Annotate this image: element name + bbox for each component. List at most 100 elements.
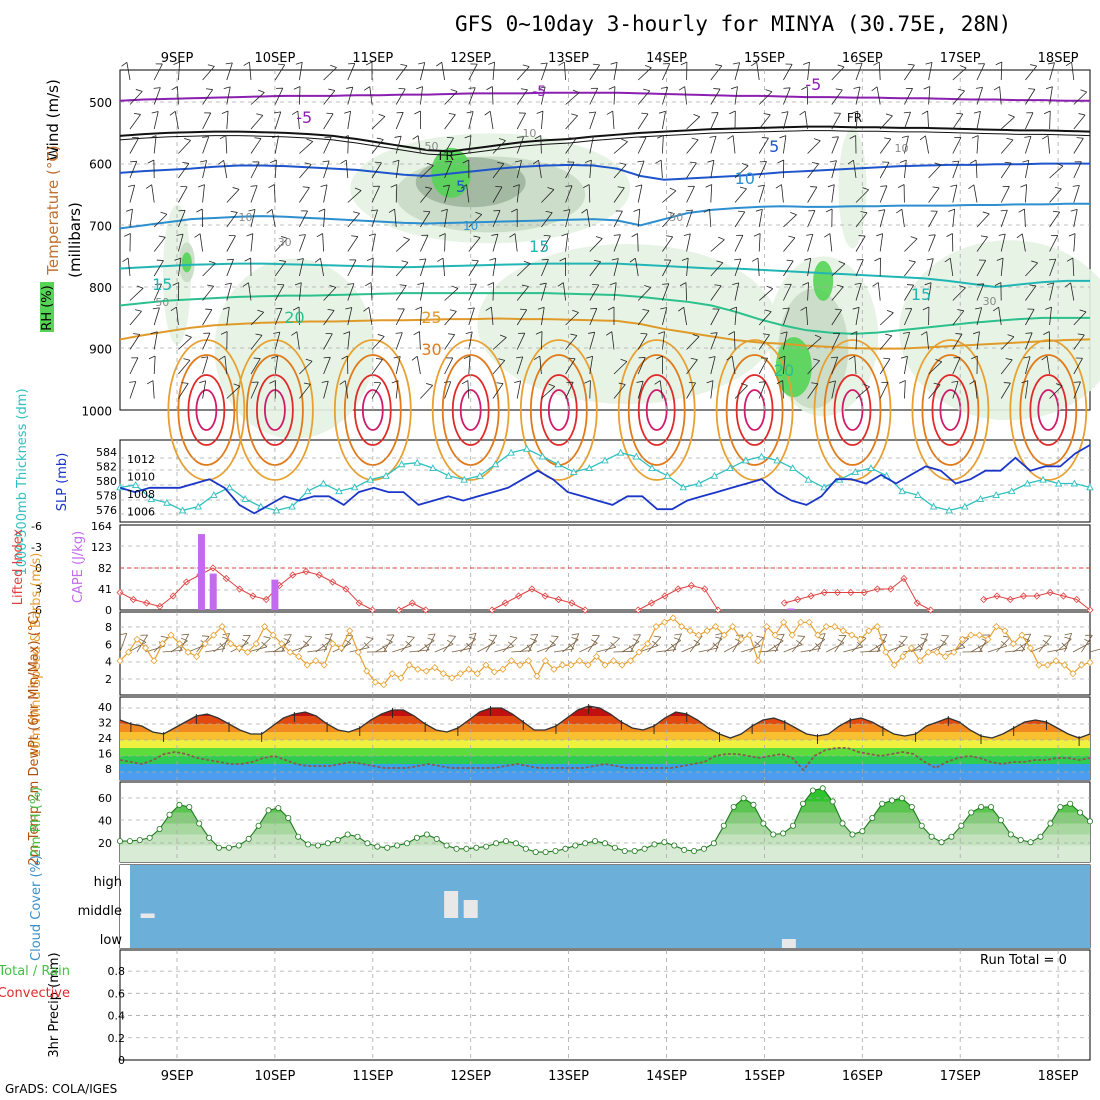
wind-barb bbox=[610, 61, 618, 81]
wind-barb-flag bbox=[255, 333, 263, 336]
date-tick-top: 17SEP bbox=[940, 51, 981, 66]
rh-point bbox=[869, 815, 876, 822]
wind-speed-point bbox=[158, 640, 167, 648]
wind-barb bbox=[225, 62, 233, 81]
wind-barb-flag bbox=[374, 382, 381, 384]
wind-barb bbox=[129, 333, 141, 350]
wind-barb-flag bbox=[244, 257, 251, 262]
wind-barb bbox=[299, 210, 308, 228]
rh-point bbox=[334, 837, 341, 844]
wind-barb bbox=[416, 86, 423, 105]
wind-barb-flag bbox=[693, 114, 700, 118]
wind-barb-flag bbox=[856, 259, 864, 261]
wind-barb-flag bbox=[633, 208, 640, 212]
slp-tick: 1008 bbox=[127, 488, 155, 501]
isotherm-core bbox=[187, 374, 226, 446]
wind-barb-flag bbox=[971, 135, 979, 139]
wind-barb-flag bbox=[899, 380, 906, 384]
wind-barb-shaft bbox=[516, 380, 522, 399]
wind-barb-flag bbox=[558, 61, 565, 66]
wind-barb-shaft bbox=[1071, 62, 1075, 81]
wind-barb-flag bbox=[956, 112, 963, 115]
wind-barb bbox=[951, 380, 959, 399]
wind-barb bbox=[492, 162, 505, 179]
wind-barb-flag bbox=[835, 88, 843, 91]
wind-barb bbox=[855, 62, 863, 81]
wind-barb-shaft bbox=[952, 381, 959, 399]
wind-barb-shaft bbox=[783, 237, 796, 252]
wind-barb bbox=[292, 306, 300, 326]
wind-barb-shaft bbox=[976, 111, 981, 130]
wind-barb bbox=[637, 357, 646, 375]
wind-barb-shaft bbox=[468, 135, 472, 154]
wind-barb bbox=[201, 356, 209, 375]
wind-barb-flag bbox=[293, 86, 301, 90]
wind-barb-shaft bbox=[879, 162, 890, 179]
wind-barb-shaft bbox=[952, 209, 956, 228]
wind-barb-flag bbox=[1066, 257, 1074, 262]
wind-barb-shaft bbox=[274, 332, 281, 350]
wind-barb bbox=[613, 138, 628, 154]
wind-barb-flag bbox=[155, 63, 163, 65]
wind-barb-shaft bbox=[274, 135, 280, 154]
wind-barb-flag bbox=[1079, 309, 1087, 313]
wind-barb-shaft bbox=[904, 261, 916, 277]
wind-barb-flag bbox=[617, 186, 625, 189]
wind-barb bbox=[876, 233, 884, 252]
wind-barb-flag bbox=[246, 233, 254, 237]
wind-barb-flag bbox=[590, 87, 598, 89]
wind-barb-shaft bbox=[1025, 285, 1037, 301]
wind-barb-flag bbox=[1027, 308, 1035, 310]
surface-wind-barb-shaft bbox=[698, 647, 719, 653]
wind-barb-shaft bbox=[589, 308, 598, 326]
wind-barb-shaft bbox=[783, 356, 786, 375]
wind-speed-point bbox=[312, 657, 320, 665]
wind-barb-shaft bbox=[952, 113, 964, 130]
wind-speed-point bbox=[141, 644, 150, 652]
wind-barb-flag bbox=[729, 110, 736, 115]
wind-speed-point bbox=[490, 668, 498, 676]
wind-barb-flag bbox=[611, 258, 619, 261]
date-tick-bottom: 14SEP bbox=[646, 1069, 687, 1084]
wind-barb-shaft bbox=[468, 307, 475, 326]
wind-barb-flag bbox=[397, 308, 405, 310]
wind-barb-shaft bbox=[952, 310, 965, 326]
wind-barb-flag bbox=[1029, 284, 1037, 287]
wind-barb bbox=[565, 113, 578, 130]
wind-barb-shaft bbox=[949, 258, 954, 277]
wind-barb-shaft bbox=[541, 189, 555, 203]
wind-barb-shaft bbox=[274, 261, 287, 277]
wind-speed-point bbox=[1009, 640, 1017, 648]
wind-barb bbox=[586, 355, 594, 375]
wind-barb bbox=[1025, 88, 1036, 105]
wind-barb bbox=[298, 234, 306, 252]
wind-speed-point bbox=[422, 667, 430, 675]
wind-barb-shaft bbox=[734, 282, 740, 301]
wind-barb-shaft bbox=[904, 308, 913, 326]
surface-wind-barb-shaft bbox=[851, 637, 867, 653]
wind-barb bbox=[274, 307, 283, 326]
surface-wind-barb bbox=[179, 633, 189, 653]
wind-barb-shaft bbox=[925, 135, 929, 154]
wind-barb bbox=[295, 61, 303, 81]
wind-axis-label: 10m Wind Speed & Barbs (m/s) bbox=[29, 553, 44, 758]
wind-barb-flag bbox=[415, 306, 422, 310]
cloud-level-middle: middle bbox=[78, 904, 122, 919]
isotherm-core bbox=[823, 354, 882, 466]
cape-bar bbox=[271, 579, 279, 610]
wind-barb bbox=[486, 86, 494, 105]
wind-barb bbox=[831, 136, 839, 154]
wind-barb bbox=[347, 187, 362, 203]
wind-barb-shaft bbox=[492, 383, 504, 399]
wind-barb-shaft bbox=[129, 137, 140, 154]
wind-barb-flag bbox=[731, 86, 738, 90]
wind-barb-shaft bbox=[178, 383, 189, 399]
wind-barb-flag bbox=[784, 283, 792, 285]
wind-barb-flag bbox=[522, 64, 530, 68]
wind-barb-flag bbox=[933, 382, 941, 386]
thickness-point bbox=[163, 498, 171, 506]
wind-barb-shaft bbox=[178, 359, 191, 375]
wind-barb-shaft bbox=[541, 386, 556, 399]
wind-barb-shaft bbox=[371, 139, 384, 154]
wind-barb bbox=[444, 89, 458, 105]
